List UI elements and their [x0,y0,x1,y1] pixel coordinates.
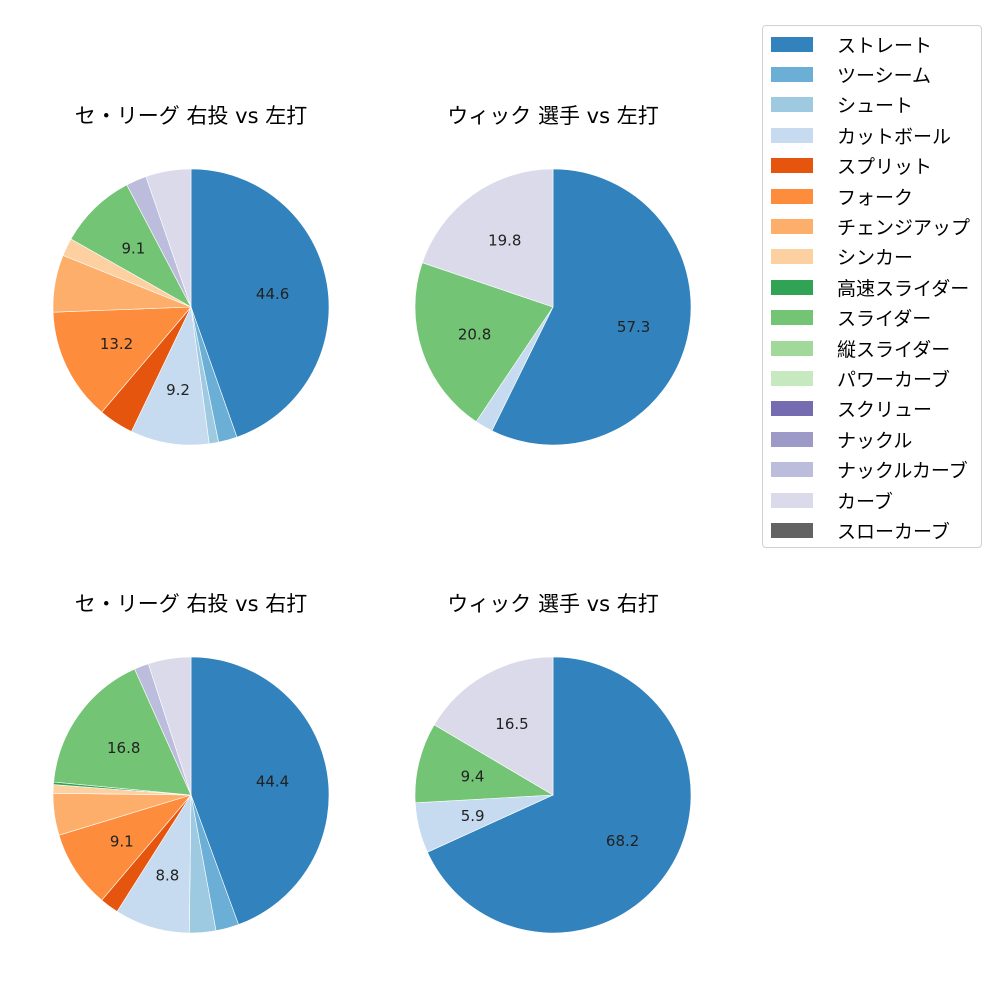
legend-label: カットボール [837,125,952,148]
legend-label: フォーク [837,186,914,209]
chart-title: セ・リーグ 右投 vs 左打 [74,104,308,128]
legend-item: シンカー [771,242,913,272]
legend-label: スプリット [837,156,933,179]
pie-slice [433,656,554,796]
pie-slice [414,724,555,804]
legend-item: パワーカーブ [771,363,950,393]
slice-value-label: 16.8 [107,739,140,757]
pie-panel-player-vs-right: ウィック 選手 vs 右打 68.2 5.9 9.4 16.5 [403,588,703,968]
legend-label: シンカー [837,247,914,270]
pie-slice [131,305,210,446]
legend-label: 高速スライダー [837,277,970,300]
legend-label: スクリュー [837,399,933,422]
legend-label: パワーカーブ [837,368,950,391]
legend-label: ストレート [837,34,933,57]
pie-slice [52,306,192,413]
legend-swatch [771,522,813,538]
legend-swatch [771,431,813,447]
legend-swatch [771,127,813,143]
legend-swatch [771,492,813,508]
legend-label: チェンジアップ [837,216,971,239]
legend-swatch [771,158,813,174]
legend-item: カーブ [771,485,893,515]
chart-title: セ・リーグ 右投 vs 右打 [74,592,308,616]
slice-value-label: 9.1 [121,240,145,258]
legend: ストレートツーシームシュートカットボール スプリットフォークチェンジアップ シンカー… [762,25,982,548]
legend-item: ストレート [771,29,932,59]
slice-value-label: 9.4 [461,767,485,785]
legend-item: スライダー [771,303,931,333]
pie-slice [427,656,692,934]
pie-slice [421,168,554,308]
pie-slice [491,168,692,446]
legend-swatch [771,36,813,52]
slice-value-label: 13.2 [100,335,133,353]
slice-value-label: 44.4 [256,773,289,791]
legend-swatch [771,462,813,478]
legend-label: ナックル [837,429,913,452]
legend-label: スローカーブ [837,520,950,543]
chart-title: ウィック 選手 vs 右打 [447,592,659,616]
slice-value-label: 8.8 [155,866,179,884]
pie-slice [147,656,192,796]
legend-item: 高速スライダー [771,272,969,302]
pie-chart: 44.4 8.8 9.1 16.8 [52,656,330,934]
legend-label: カーブ [837,490,893,513]
pie-slice [53,668,192,796]
pie-slice [70,184,192,308]
legend-swatch [771,370,813,386]
slice-value-label: 20.8 [458,326,491,344]
legend-swatch [771,249,813,265]
pie-chart: 44.6 9.2 13.2 9.1 [52,168,330,446]
pie-slice [190,656,330,925]
legend-item: カットボール [771,120,951,150]
slice-value-label: 9.2 [166,381,190,399]
legend-item: チェンジアップ [771,211,970,241]
legend-label: ナックルカーブ [837,460,968,483]
slice-value-label: 16.5 [495,715,528,733]
slice-value-label: 5.9 [461,807,485,825]
legend-item: スローカーブ [771,515,950,545]
legend-item: フォーク [771,181,913,211]
legend-swatch [771,188,813,204]
legend-swatch [771,66,813,82]
slice-value-label: 57.3 [617,318,650,336]
slice-value-label: 68.2 [606,832,639,850]
pie-panel-player-vs-left: ウィック 選手 vs 左打 57.3 20.8 19.8 [403,100,703,480]
legend-swatch [771,279,813,295]
legend-item: 縦スライダー [771,333,950,363]
legend-swatch [771,310,813,326]
pie-slice [145,168,192,308]
pie-slice [190,168,330,438]
legend-label: ツーシーム [837,64,932,87]
pie-panel-league-vs-right: セ・リーグ 右投 vs 右打 44.4 8.8 9.1 16.8 [41,588,341,968]
legend-label: 縦スライダー [837,338,951,361]
legend-label: シュート [837,95,914,118]
slice-value-label: 44.6 [256,285,289,303]
legend-item: ナックルカーブ [771,455,968,485]
slice-value-label: 19.8 [488,232,521,250]
legend-item: ナックル [771,424,912,454]
pie-chart: 57.3 20.8 19.8 [414,168,692,446]
pie-slice [414,262,554,423]
legend-swatch [771,218,813,234]
pie-slice [58,794,192,901]
legend-label: スライダー [837,308,932,331]
legend-swatch [771,340,813,356]
legend-swatch [771,97,813,113]
legend-item: スクリュー [771,394,932,424]
pie-panel-league-vs-left: セ・リーグ 右投 vs 左打 44.6 9.2 13.2 9.1 [41,100,341,480]
chart-title: ウィック 選手 vs 左打 [447,104,659,128]
legend-item: スプリット [771,151,932,181]
legend-item: シュート [771,90,913,120]
slice-value-label: 9.1 [110,832,134,850]
pie-chart: 68.2 5.9 9.4 16.5 [414,656,692,934]
legend-swatch [771,401,813,417]
legend-item: ツーシーム [771,59,931,89]
